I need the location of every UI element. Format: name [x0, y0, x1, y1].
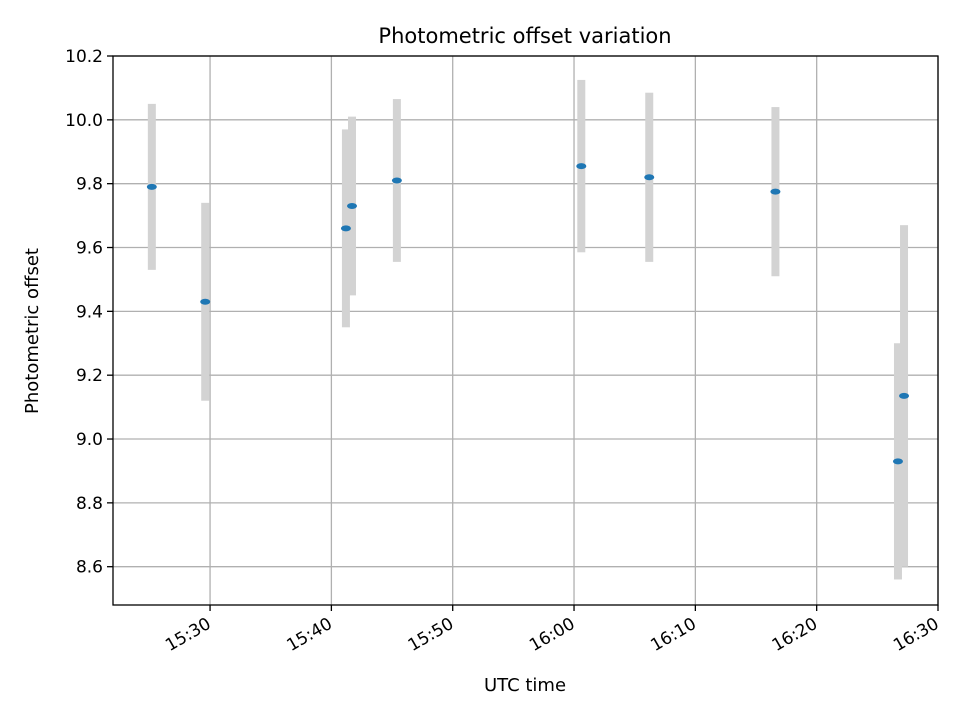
data-point — [146, 183, 157, 190]
y-tick-label: 8.6 — [76, 558, 103, 578]
x-tick-label: 16:30 — [890, 614, 942, 656]
data-point — [340, 225, 351, 232]
data-point — [576, 163, 587, 170]
plot-frame — [112, 55, 939, 606]
x-axis-title: UTC time — [484, 675, 566, 696]
y-tick-label: 10.0 — [65, 111, 103, 131]
y-tick-label: 9.8 — [76, 175, 103, 195]
x-tick-label: 16:00 — [526, 614, 578, 656]
y-tick-layer: 8.6 8.8 9.0 9.2 9.4 9.6 9.8 10.0 10.2 — [65, 47, 113, 578]
data-point — [200, 298, 211, 305]
y-tick-label: 10.2 — [65, 47, 103, 67]
point-layer — [146, 163, 910, 465]
y-tick-label: 9.4 — [76, 302, 103, 322]
x-tick-label: 16:20 — [769, 614, 821, 656]
y-tick-label: 9.6 — [76, 239, 103, 259]
y-tick-label: 9.2 — [76, 366, 103, 386]
y-tick-label: 8.8 — [76, 494, 103, 514]
y-axis-title: Photometric offset — [22, 248, 43, 414]
data-point — [899, 392, 910, 399]
x-tick-layer: 15:30 15:40 15:50 16:00 16:10 16:20 16:30 — [162, 605, 943, 656]
data-point — [391, 177, 402, 184]
data-point — [770, 188, 781, 195]
chart-title: Photometric offset variation — [378, 24, 671, 48]
data-point — [644, 174, 655, 181]
x-tick-label: 15:40 — [283, 614, 335, 656]
x-tick-label: 15:30 — [162, 614, 214, 656]
y-tick-label: 9.0 — [76, 430, 103, 450]
errorbar-layer — [147, 79, 909, 580]
x-tick-label: 16:10 — [647, 614, 699, 656]
grid-layer — [113, 55, 939, 605]
data-point — [892, 458, 903, 465]
x-tick-label: 15:50 — [405, 614, 457, 656]
data-point — [347, 203, 358, 210]
